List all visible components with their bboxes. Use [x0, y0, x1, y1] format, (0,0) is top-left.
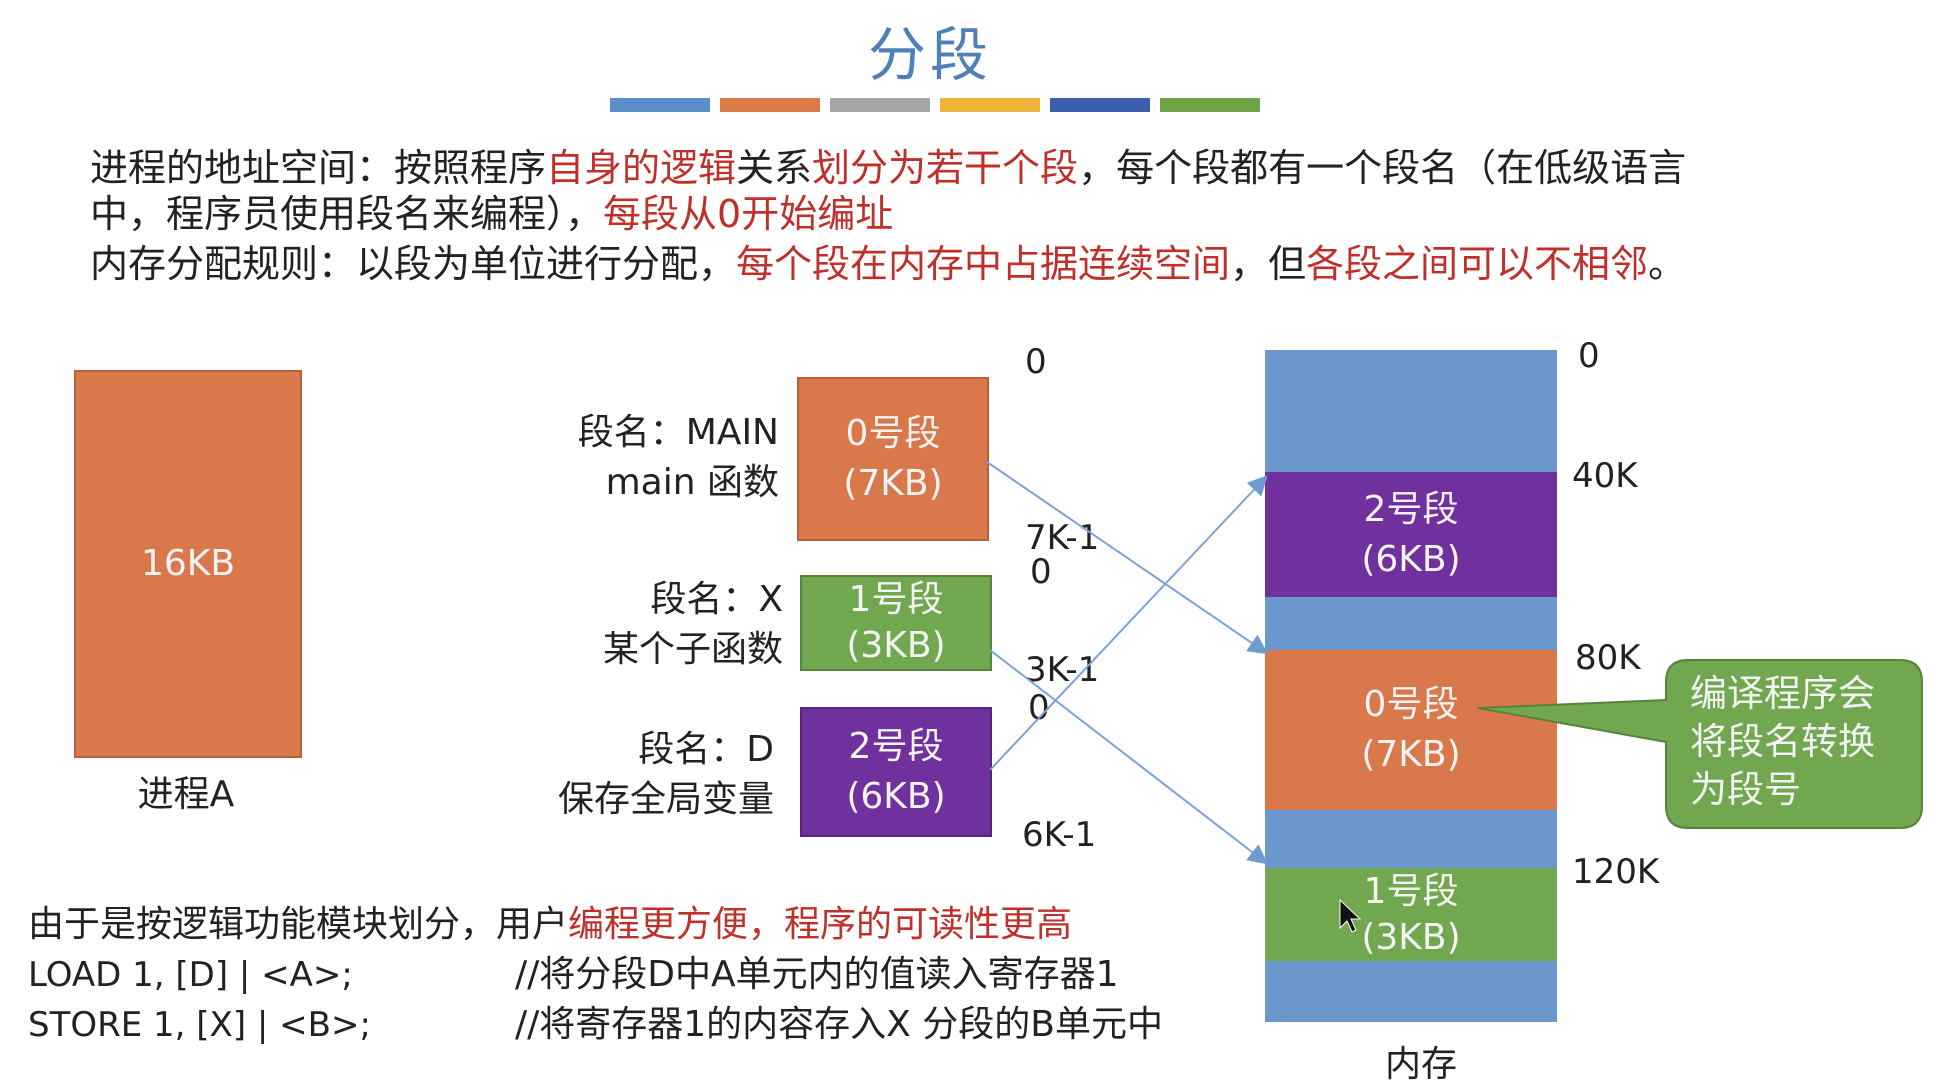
segment-0-start: 0 [1025, 342, 1047, 382]
segment-size: (6KB) [846, 776, 946, 817]
segment-0-end: 7K-1 [1025, 518, 1100, 558]
memory-block-title: 2号段 [1363, 488, 1459, 530]
memory-block-segment-1: 1号段 (3KB) [1265, 868, 1557, 961]
segment-size: (7KB) [843, 463, 943, 504]
process-block: 16KB [74, 370, 302, 758]
intro-highlight: 各段之间可以不相邻 [1306, 242, 1649, 286]
segment-desc-line: main 函数 [605, 462, 779, 503]
segment-title: 2号段 [848, 726, 944, 767]
memory-address-40k: 40K [1572, 456, 1638, 496]
memory-block-segment-0: 0号段 (7KB) [1265, 650, 1557, 810]
intro-text: 中，程序员使用段名来编程）， [90, 192, 604, 236]
code-line-load: LOAD 1, [D] | <A>; [28, 955, 353, 995]
segment-1-start: 0 [1030, 552, 1052, 592]
intro-text: 关系 [736, 146, 813, 190]
segment-desc-line: 某个子函数 [602, 629, 783, 670]
memory-address-80k: 80K [1575, 638, 1641, 678]
title-color-bars [610, 98, 1260, 112]
segment-desc-line: 保存全局变量 [557, 779, 774, 820]
memory-block-title: 0号段 [1363, 684, 1459, 725]
summary-highlight: 编程更方便，程序的可读性更高 [568, 904, 1073, 945]
color-bar-6 [1160, 98, 1260, 112]
intro-line-3: 内存分配规则：以段为单位进行分配，每个段在内存中占据连续空间，但各段之间可以不相… [90, 241, 1686, 287]
process-size-label: 16KB [140, 543, 236, 584]
intro-text: 。 [1648, 242, 1687, 286]
intro-highlight: 每段从0开始编址 [603, 192, 894, 236]
segment-0-name: 段名：MAIN main 函数 [578, 408, 779, 508]
color-bar-1 [610, 98, 710, 112]
callout-text: 编译程序会 将段名转换 为段号 [1690, 670, 1875, 814]
segment-2-start: 0 [1028, 688, 1050, 728]
arrow-segment-0 [986, 461, 1269, 655]
intro-text: ，每个段都有一个段名（在低级语言 [1078, 146, 1687, 190]
memory-address-120k: 120K [1572, 852, 1660, 892]
code-line-store: STORE 1, [X] | <B>; [28, 1005, 371, 1045]
intro-line-2: 中，程序员使用段名来编程），每段从0开始编址 [90, 191, 893, 237]
segment-1-end: 3K-1 [1025, 650, 1100, 690]
segment-title: 1号段 [848, 579, 944, 620]
color-bar-4 [940, 98, 1040, 112]
segment-1-name: 段名：X 某个子函数 [603, 575, 783, 675]
summary-text: 由于是按逻辑功能模块划分，用户 [28, 904, 569, 945]
memory-block-title: 1号段 [1363, 870, 1459, 912]
segment-2-name: 段名：D 保存全局变量 [558, 725, 774, 825]
color-bar-2 [720, 98, 820, 112]
arrow-segment-2 [989, 475, 1268, 771]
process-caption: 进程A [137, 774, 235, 815]
memory-block-size: (3KB) [1361, 916, 1461, 958]
page-title: 分段 [867, 21, 992, 89]
color-bar-3 [830, 98, 930, 112]
memory-block-size: (6KB) [1361, 538, 1461, 580]
memory-block-size: (7KB) [1361, 734, 1461, 775]
segment-title: 0号段 [845, 413, 941, 454]
segment-2-block: 2号段 (6KB) [800, 707, 992, 837]
comment-store: //将寄存器1的内容存入X 分段的B单元中 [515, 1004, 1163, 1045]
intro-text: 内存分配规则：以段为单位进行分配， [90, 242, 737, 286]
callout-line: 为段号 [1690, 768, 1801, 811]
intro-highlight: 划分为若干个段 [812, 146, 1079, 190]
cursor-icon [1339, 898, 1362, 933]
callout-line: 编译程序会 [1690, 672, 1875, 715]
comment-load: //将分段D中A单元内的值读入寄存器1 [515, 954, 1119, 995]
intro-text: ，但 [1230, 242, 1307, 286]
bottom-summary: 由于是按逻辑功能模块划分，用户编程更方便，程序的可读性更高 [28, 900, 1072, 950]
memory-block-segment-2: 2号段 (6KB) [1265, 472, 1557, 597]
segment-0-block: 0号段 (7KB) [797, 377, 989, 541]
color-bar-5 [1050, 98, 1150, 112]
intro-highlight: 每个段在内存中占据连续空间 [736, 242, 1231, 286]
segment-2-end: 6K-1 [1022, 815, 1097, 855]
segment-name-line: 段名：MAIN [577, 412, 779, 453]
segment-name-line: 段名：D [638, 729, 774, 770]
intro-highlight: 自身的逻辑 [546, 146, 737, 190]
memory-address-0: 0 [1578, 336, 1600, 376]
segment-name-line: 段名：X [650, 579, 783, 620]
intro-line-1: 进程的地址空间：按照程序自身的逻辑关系划分为若干个段，每个段都有一个段名（在低级… [90, 145, 1686, 191]
arrow-segment-1 [989, 649, 1269, 865]
intro-text: 进程的地址空间：按照程序 [90, 146, 547, 190]
segment-1-block: 1号段 (3KB) [800, 575, 992, 671]
segment-size: (3KB) [846, 625, 946, 666]
callout-bubble [1477, 659, 1923, 829]
callout-line: 将段名转换 [1690, 720, 1875, 763]
